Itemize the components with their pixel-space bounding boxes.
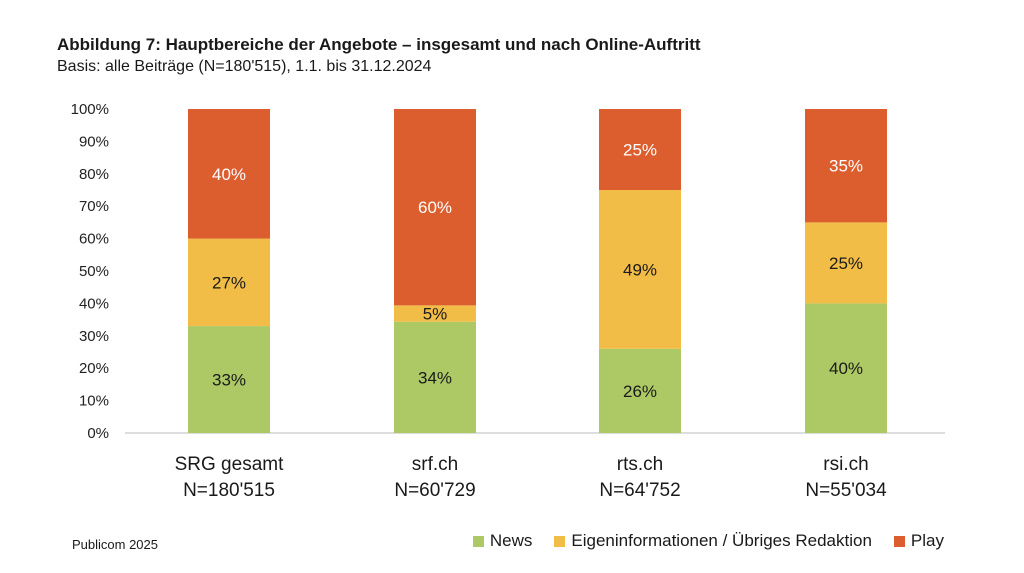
legend-swatch-news [472,535,484,547]
y-tick-label: 0% [87,425,109,442]
y-tick-label: 60% [79,231,109,248]
legend-label-play: Play [910,531,944,550]
bar-segment [394,109,476,306]
bar-segment [599,348,681,433]
source-note: Publicom 2025 [72,537,158,552]
y-tick-label: 40% [79,295,109,312]
data-label: 27% [212,273,246,292]
legend-swatch-eigeninformationen [554,535,566,547]
y-tick-label: 30% [79,328,109,345]
x-tick-label: rts.ch [617,454,663,475]
legend-item-play: Play [893,531,944,551]
x-tick-sample-size: N=64'752 [599,480,680,501]
data-label: 40% [212,165,246,184]
x-tick-label: SRG gesamt [175,454,284,475]
bar-segment [805,222,887,304]
data-label: 33% [212,371,246,390]
bar-segment [394,305,476,322]
x-tick-label: srf.ch [412,454,458,475]
data-label: 40% [829,359,863,378]
legend-swatch-play [893,535,905,547]
y-tick-label: 10% [79,393,109,410]
bar-segment [188,238,270,327]
data-label: 5% [423,305,448,324]
legend-label-eigeninformationen: Eigeninformationen / Übriges Redaktion [571,531,872,550]
y-tick-label: 90% [79,133,109,150]
data-label: 35% [829,157,863,176]
y-tick-label: 80% [79,166,109,183]
x-tick-label: rsi.ch [823,454,868,475]
bar-segment [599,109,681,190]
chart-title: Abbildung 7: Hauptbereiche der Angebote … [57,35,701,54]
legend: News Eigeninformationen / Übriges Redakt… [472,531,944,551]
data-label: 34% [418,368,452,387]
bar-segment [805,109,887,223]
legend-label-news: News [489,531,533,550]
x-tick-sample-size: N=55'034 [805,480,887,501]
chart-subtitle: Basis: alle Beiträge (N=180'515), 1.1. b… [57,58,432,75]
y-tick-label: 50% [79,263,109,280]
legend-item-news: News [472,531,533,551]
x-tick-sample-size: N=60'729 [394,480,475,501]
bar-segment [188,109,270,239]
data-label: 60% [418,198,452,217]
y-tick-label: 20% [79,360,109,377]
x-tick-sample-size: N=180'515 [183,480,275,501]
bar-segment [805,303,887,433]
legend-item-eigeninformationen: Eigeninformationen / Übriges Redaktion [554,531,872,551]
data-label: 25% [623,141,657,160]
data-label: 49% [623,260,657,279]
bar-segment [599,190,681,349]
bar-segment [188,326,270,433]
y-tick-label: 70% [79,198,109,215]
bar-segment [394,321,476,433]
data-label: 26% [623,382,657,401]
y-tick-label: 100% [71,101,109,118]
data-label: 25% [829,254,863,273]
